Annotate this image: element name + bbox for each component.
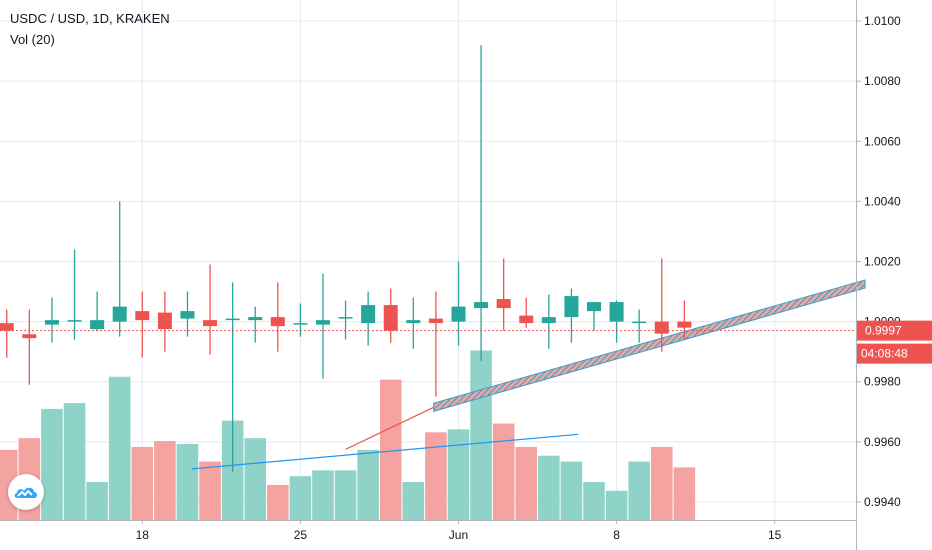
candle-body[interactable]: [406, 320, 421, 324]
candle-body[interactable]: [496, 299, 511, 309]
countdown-text: 04:08:48: [861, 347, 908, 361]
last-price-badge: [857, 320, 932, 341]
volume-bar: [267, 484, 289, 520]
tradingview-cloud-icon[interactable]: [8, 474, 44, 510]
candle-body[interactable]: [338, 317, 353, 319]
candle-body[interactable]: [315, 320, 330, 325]
trendline-red[interactable]: [345, 406, 434, 450]
candle-body[interactable]: [112, 306, 127, 322]
candle-body[interactable]: [564, 296, 579, 318]
volume-bar: [402, 482, 425, 520]
last-price-text: 0.9997: [865, 324, 902, 338]
candle-body[interactable]: [22, 334, 37, 339]
candle-body[interactable]: [609, 302, 624, 322]
x-tick-label: Jun: [449, 528, 468, 542]
y-tick-label: 1.0080: [864, 74, 901, 88]
volume-bar: [154, 441, 176, 520]
x-tick-label: 18: [136, 528, 150, 542]
volume-bar: [199, 461, 221, 520]
candle-body[interactable]: [90, 320, 105, 330]
candle-body[interactable]: [361, 305, 376, 324]
volume-bar: [492, 423, 515, 520]
volume-bar: [312, 470, 334, 520]
candle-body[interactable]: [180, 311, 195, 319]
candle-body[interactable]: [632, 321, 647, 324]
y-tick-label: 1.0100: [864, 14, 901, 28]
volume-bar: [244, 438, 267, 520]
y-tick-label: 1.0060: [864, 134, 901, 148]
candle-body[interactable]: [654, 321, 669, 334]
y-tick-label: 0.9940: [864, 495, 901, 509]
x-tick-label: 15: [768, 528, 782, 542]
volume-bar: [425, 432, 447, 520]
volume-bar: [560, 461, 583, 520]
x-tick-label: 25: [294, 528, 308, 542]
y-tick-label: 0.9960: [864, 435, 901, 449]
volume-bar: [176, 444, 199, 520]
candle-body[interactable]: [270, 317, 285, 327]
candle-body[interactable]: [203, 320, 218, 327]
volume-bar: [357, 449, 379, 520]
candle-body[interactable]: [248, 317, 263, 321]
candle-body[interactable]: [44, 320, 59, 325]
candle-body[interactable]: [225, 318, 240, 321]
volume-bar: [108, 376, 131, 520]
candle-body[interactable]: [541, 317, 556, 324]
volume-bar: [86, 482, 108, 520]
x-tick-label: 8: [613, 528, 620, 542]
volume-indicator-label[interactable]: Vol (20): [10, 32, 55, 47]
y-tick-label: 1.0020: [864, 255, 901, 269]
volume-bar: [63, 403, 86, 520]
volume-bar: [131, 446, 154, 520]
y-tick-label: 0.9980: [864, 375, 901, 389]
volume-bar: [470, 350, 492, 520]
chart-legend: USDC / USD, 1D, KRAKEN Vol (20): [10, 8, 170, 50]
candle-body[interactable]: [383, 305, 398, 331]
volume-bar: [583, 482, 605, 520]
candle-body[interactable]: [135, 311, 150, 321]
candle-body[interactable]: [293, 323, 308, 325]
cloud-icon: [14, 487, 37, 498]
candle-body[interactable]: [0, 323, 14, 331]
symbol-title[interactable]: USDC / USD, 1D, KRAKEN: [10, 11, 170, 26]
candle-body[interactable]: [677, 321, 692, 328]
candle-body[interactable]: [67, 320, 82, 322]
candle-body[interactable]: [157, 312, 172, 330]
volume-bar: [650, 446, 673, 520]
volume-bar: [289, 476, 312, 520]
volume-bar: [334, 470, 357, 520]
volume-bar: [673, 467, 696, 520]
channel-drawing[interactable]: [433, 279, 866, 412]
candle-body[interactable]: [519, 315, 534, 324]
candle-body[interactable]: [451, 306, 466, 322]
candle-body[interactable]: [474, 302, 489, 309]
volume-bar: [447, 429, 470, 520]
volume-bar: [538, 455, 560, 520]
y-tick-label: 1.0040: [864, 194, 901, 208]
candle-body[interactable]: [587, 302, 602, 312]
volume-bar: [628, 461, 650, 520]
candle-body[interactable]: [428, 318, 443, 324]
countdown-badge: [857, 343, 932, 364]
volume-bar: [515, 446, 538, 520]
volume-bar: [379, 379, 402, 520]
volume-bar: [41, 408, 63, 520]
trendline-blue[interactable]: [191, 433, 579, 470]
volume-bar: [605, 490, 628, 520]
